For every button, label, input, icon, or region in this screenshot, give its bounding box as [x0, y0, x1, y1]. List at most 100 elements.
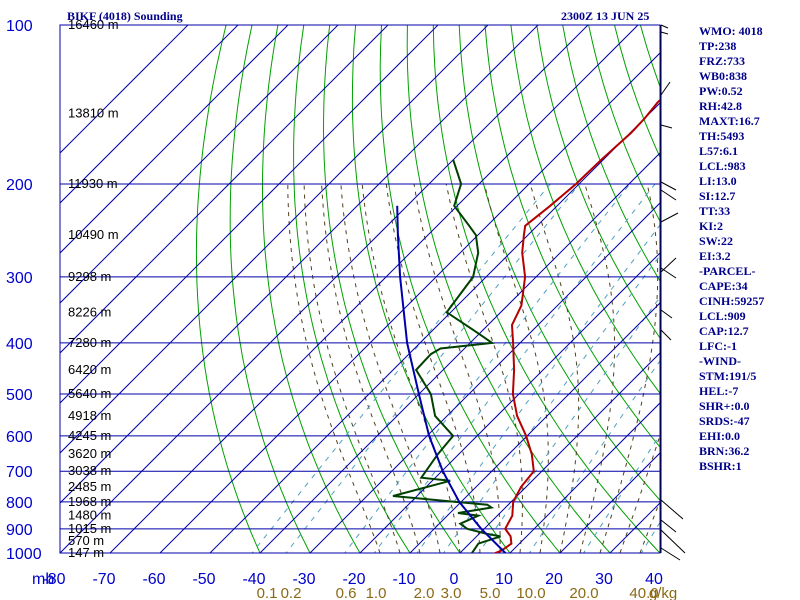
mixing-ratio-label: 10.0 — [516, 585, 545, 600]
isotherm — [559, 452, 660, 553]
indices-panel: WMO: 4018TP:238FRZ:733WB0:838PW:0.52RH:4… — [699, 24, 764, 473]
wind-barb — [660, 124, 673, 129]
index-value: EI:3.2 — [699, 249, 731, 263]
index-value: BSHR:1 — [699, 459, 742, 473]
temperature-label: -40 — [242, 571, 265, 588]
wind-barb — [660, 547, 681, 561]
mixing-ratio-label: 0.2 — [281, 585, 302, 600]
mixing-ratio-line — [416, 224, 660, 553]
height-label: 2485 m — [68, 479, 111, 494]
index-value: RH:42.8 — [699, 99, 742, 113]
dewpoint-line — [392, 159, 501, 553]
temperature-label: 20 — [545, 571, 563, 588]
mixing-ratio-line — [442, 254, 660, 553]
profile-series — [392, 98, 660, 553]
dry-adiabat — [406, 25, 611, 553]
isotherm — [60, 25, 489, 454]
pressure-label: 400 — [6, 336, 33, 353]
wind-barb — [660, 329, 672, 341]
index-value: L57:6.1 — [699, 144, 738, 158]
index-value: MAXT:16.7 — [699, 114, 760, 128]
temperature-label: -80 — [42, 571, 65, 588]
index-value: WB0:838 — [699, 69, 747, 83]
index-value: CAPE:34 — [699, 279, 748, 293]
mixing-ratio-label: 5.0 — [480, 585, 501, 600]
isotherm — [159, 52, 660, 553]
index-value: TP:238 — [699, 39, 736, 53]
index-value: CAP:12.7 — [699, 324, 749, 338]
isotherm — [60, 25, 339, 304]
dry-adiabat — [195, 25, 261, 553]
mixing-ratio-line — [373, 183, 656, 553]
temperature-label: -30 — [292, 571, 315, 588]
wind-barb — [660, 519, 677, 533]
index-value: SRDS:-47 — [699, 414, 750, 428]
isotherm — [409, 302, 660, 553]
wind-barb — [660, 529, 686, 554]
isotherm — [60, 25, 289, 254]
dry-adiabat — [458, 25, 660, 501]
index-value: KI:2 — [699, 219, 723, 233]
mixing-ratio-label: 1.0 — [366, 585, 387, 600]
height-label: 4245 m — [68, 428, 111, 443]
isotherm — [60, 25, 539, 504]
dry-adiabat — [536, 25, 660, 339]
pressure-grid — [59, 24, 661, 554]
index-value: -PARCEL- — [699, 264, 755, 278]
temperature-label: -10 — [392, 571, 415, 588]
temperature-label: 10 — [495, 571, 513, 588]
dry-adiabat — [351, 25, 511, 553]
wind-barb — [660, 189, 677, 201]
index-value: CINH:59257 — [699, 294, 764, 308]
wind-barb — [660, 24, 669, 29]
wind-barb — [660, 499, 684, 520]
height-label: 13810 m — [68, 105, 119, 120]
mixing-ratio-label: 40.0 — [629, 585, 658, 600]
height-label: 7280 m — [68, 335, 111, 350]
wind-barb — [660, 309, 673, 319]
temperature-label: -20 — [342, 571, 365, 588]
x-unit-label: mb — [32, 571, 54, 588]
temperature-label: 30 — [595, 571, 613, 588]
mixing-ratio-label: 20.0 — [569, 585, 598, 600]
pressure-label: 800 — [6, 495, 33, 512]
index-value: LI:13.0 — [699, 174, 737, 188]
wind-barb — [660, 31, 669, 35]
moist-adiabat — [340, 183, 441, 553]
height-label: 16460 m — [68, 17, 119, 32]
dry-adiabat — [262, 25, 361, 553]
pressure-label: 900 — [6, 522, 33, 539]
temperature-label: 0 — [450, 571, 459, 588]
height-label: 11930 m — [68, 176, 118, 191]
index-value: EHI:0.0 — [699, 429, 740, 443]
pressure-label: 600 — [6, 429, 33, 446]
chart-title: BIKF (4018) Sounding — [67, 9, 183, 23]
height-label: 3038 m — [68, 463, 111, 478]
dry-adiabat — [484, 25, 660, 448]
index-value: BRN:36.2 — [699, 444, 749, 458]
height-label: 6420 m — [68, 362, 111, 377]
index-value: HEL:-7 — [699, 384, 738, 398]
isotherm — [60, 25, 589, 553]
isotherm — [60, 25, 439, 404]
index-value: WMO: 4018 — [699, 24, 763, 38]
isotherm — [60, 25, 389, 354]
height-label: 5640 m — [68, 386, 111, 401]
temperature-label: -70 — [92, 571, 115, 588]
height-label: 3620 m — [68, 446, 111, 461]
wind-barb — [660, 212, 679, 223]
wind-barb — [660, 81, 671, 96]
isotherm — [309, 202, 660, 553]
mixing-ratio-label: g/kg — [649, 585, 677, 600]
isotherm — [459, 352, 660, 553]
plot-frame — [59, 24, 661, 554]
mixing-ratio-label: 0.1 — [257, 585, 278, 600]
height-label: 1968 m — [68, 494, 111, 509]
pressure-label: 700 — [6, 464, 33, 481]
temperature-label: -50 — [192, 571, 215, 588]
pressure-label: 1000 — [6, 546, 42, 563]
wind-barbs — [660, 24, 686, 561]
